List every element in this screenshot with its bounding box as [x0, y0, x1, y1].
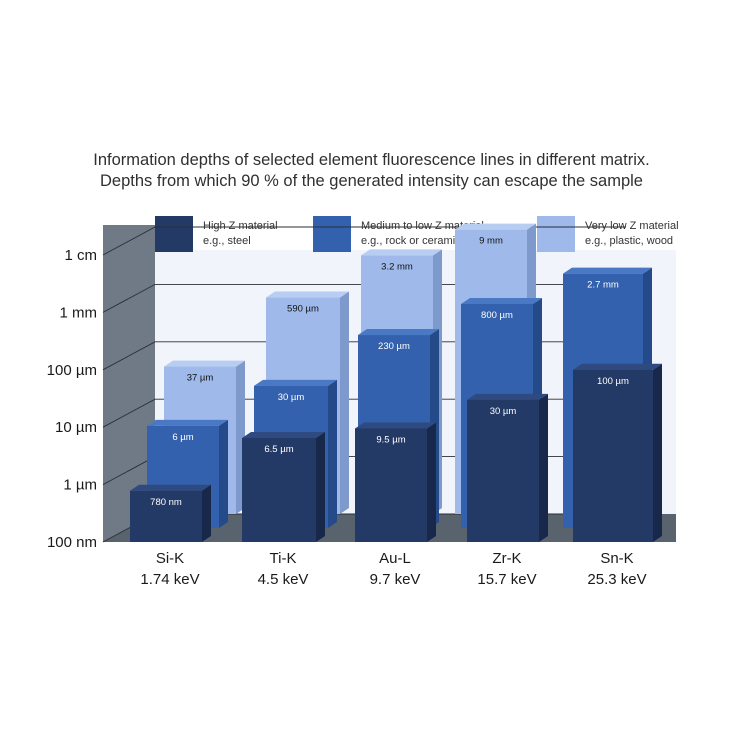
data-label: 6 µm	[172, 432, 193, 443]
bar-top	[355, 422, 436, 429]
data-label: 3.2 mm	[381, 261, 413, 272]
bar-side	[202, 484, 211, 542]
data-label: 9 mm	[479, 236, 503, 247]
category-energy-label: 25.3 keV	[587, 571, 646, 588]
data-label: 100 µm	[597, 376, 629, 387]
legend-series-name: Medium to low Z material	[361, 220, 484, 232]
side-wall	[103, 225, 155, 542]
data-label: 9.5 µm	[376, 434, 405, 445]
bar-side	[427, 422, 436, 542]
bar-groups: 37 µm 6 µm 780 nm 590 µm 30 µm 6.5 µm 3.2 mm 23…	[130, 223, 662, 542]
bar-side	[219, 419, 228, 528]
bar-top	[266, 291, 349, 298]
title-line-2: Depths from which 90 % of the generated …	[100, 172, 643, 190]
bar-top	[358, 329, 439, 336]
legend-swatch	[313, 216, 351, 252]
legend-series-example: e.g., plastic, wood	[585, 235, 673, 247]
chart-title: Information depths of selected element f…	[0, 150, 743, 192]
legend: High Z material e.g., steel Medium to low …	[155, 216, 679, 252]
bar-top	[130, 484, 211, 491]
category-label: Si-K	[156, 550, 184, 567]
data-label: 780 nm	[150, 497, 182, 508]
bar	[130, 490, 202, 542]
category-energy-label: 4.5 keV	[258, 571, 309, 588]
bar-side	[539, 393, 548, 542]
bar-group: 590 µm 30 µm 6.5 µm	[242, 291, 349, 542]
y-tick-label: 1 cm	[64, 247, 97, 264]
data-label: 590 µm	[287, 304, 319, 315]
bar-top	[467, 393, 548, 400]
bar-top	[254, 379, 337, 386]
y-tick-label: 10 µm	[55, 419, 97, 436]
bar-top	[164, 360, 245, 367]
bar-side	[316, 431, 325, 542]
bar	[355, 428, 427, 542]
bar-top	[147, 419, 228, 426]
title-line-1: Information depths of selected element f…	[93, 151, 650, 169]
data-label: 30 µm	[278, 392, 305, 403]
y-axis-tick-labels: 100 nm 1 µm 10 µm 100 µm 1 mm 1 cm	[47, 247, 97, 551]
y-tick-label: 100 µm	[47, 362, 97, 379]
data-label: 230 µm	[378, 341, 410, 352]
bar-group: 2.7 mm 100 µm	[563, 267, 662, 542]
category-label: Au-L	[379, 550, 411, 567]
legend-swatch	[155, 216, 193, 252]
bar	[573, 369, 653, 542]
bar-side	[328, 379, 337, 528]
bar	[242, 437, 316, 542]
category-energy-label: 9.7 keV	[370, 571, 421, 588]
data-label: 37 µm	[187, 373, 214, 384]
legend-series-example: e.g., rock or ceramics	[361, 235, 467, 247]
legend-series-name: High Z material	[203, 220, 278, 232]
bar-top	[573, 363, 662, 370]
category-energy-label: 15.7 keV	[477, 571, 536, 588]
legend-series-example: e.g., steel	[203, 235, 251, 247]
bar-top	[361, 249, 442, 256]
legend-swatch	[537, 216, 575, 252]
y-tick-label: 1 µm	[63, 477, 97, 494]
bar-side	[653, 363, 662, 542]
category-label: Sn-K	[600, 550, 633, 567]
x-axis-category-labels: Si-K 1.74 keV Ti-K 4.5 keV Au-L 9.7 keV Zr-K 15…	[140, 550, 646, 588]
bar-top	[563, 267, 652, 274]
category-label: Zr-K	[492, 550, 521, 567]
legend-series-name: Very low Z material	[585, 220, 679, 232]
data-label: 6.5 µm	[264, 444, 293, 455]
bar-side	[340, 291, 349, 514]
data-label: 2.7 mm	[587, 280, 619, 291]
bar-top	[242, 431, 325, 438]
y-tick-label: 100 nm	[47, 534, 97, 551]
bar-group: 37 µm 6 µm 780 nm	[130, 360, 245, 542]
data-label: 30 µm	[490, 406, 517, 417]
category-energy-label: 1.74 keV	[140, 571, 199, 588]
data-label: 800 µm	[481, 310, 513, 321]
y-tick-label: 1 mm	[60, 304, 98, 321]
bar-group: 9 mm 800 µm 30 µm	[455, 223, 548, 542]
category-label: Ti-K	[270, 550, 297, 567]
bar-top	[461, 297, 542, 304]
bar-top	[455, 223, 536, 230]
bar-group: 3.2 mm 230 µm 9.5 µm	[355, 249, 442, 542]
bar	[467, 399, 539, 542]
